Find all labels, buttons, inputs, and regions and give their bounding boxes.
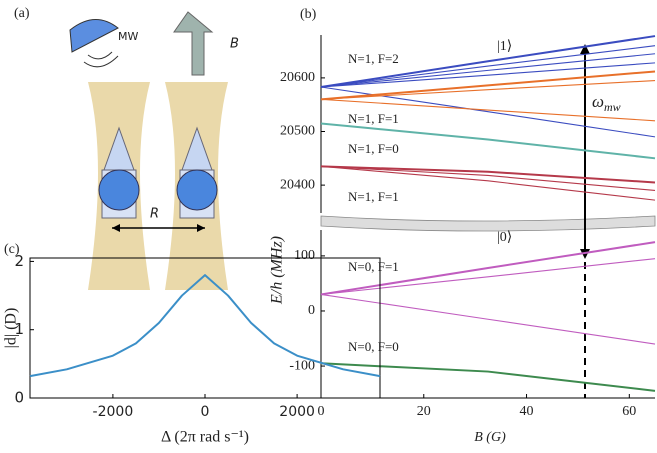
mw-label: MW: [118, 30, 138, 43]
energy-line: [321, 363, 655, 391]
ket-label: |0⟩: [497, 230, 512, 245]
state-label: N=0, F=1: [348, 259, 399, 274]
y-tick-label: 0: [14, 389, 24, 407]
x-axis-label: B (G): [474, 430, 506, 445]
y-tick-label: 20600: [280, 70, 315, 85]
state-label: N=1, F=2: [348, 51, 399, 66]
x-axis-label: Δ (2π rad s⁻¹): [161, 429, 249, 446]
omega: ω: [592, 92, 604, 111]
x-tick-label: 2000: [279, 404, 315, 420]
y-axis-label: |d| (D): [3, 308, 20, 349]
omega-label: ωmw: [592, 92, 621, 114]
mw-wave: [84, 52, 118, 67]
y-axis-label: E/h (MHz): [269, 236, 286, 305]
state-label: N=0, F=0: [348, 339, 399, 354]
state-label: N=1, F=1: [348, 189, 399, 204]
panel-label: (a): [14, 6, 30, 21]
figure: (a) MW B R (b)204002050020600N=1, F=2N=1…: [0, 0, 657, 453]
x-tick-label: 0: [201, 404, 210, 420]
omega-sub: mw: [604, 100, 621, 114]
panel-a: (a) MW B R: [14, 6, 239, 290]
x-tick-label: 20: [417, 404, 431, 419]
x-tick-label: 40: [520, 404, 534, 419]
y-tick-label: 2: [14, 252, 24, 270]
x-tick-label: 0: [318, 404, 325, 419]
panel-label: (b): [300, 7, 317, 22]
x-tick-label: 60: [622, 404, 636, 419]
b-label: B: [230, 37, 239, 52]
state-label: N=1, F=1: [348, 111, 399, 126]
y-tick-label: 0: [308, 303, 315, 318]
x-tick-label: -2000: [93, 404, 134, 420]
y-tick-label: 20500: [280, 124, 315, 139]
ket-label: |1⟩: [497, 39, 512, 54]
r-label: R: [150, 207, 159, 222]
dipole-curve: [30, 275, 380, 376]
mw-source: [70, 19, 118, 52]
b-arrow: [174, 12, 212, 75]
axis-break: [321, 216, 655, 231]
y-tick-label: 20400: [280, 177, 315, 192]
y-tick-label: 100: [294, 248, 315, 263]
energy-line: [321, 294, 655, 344]
state-label: N=1, F=0: [348, 141, 399, 156]
